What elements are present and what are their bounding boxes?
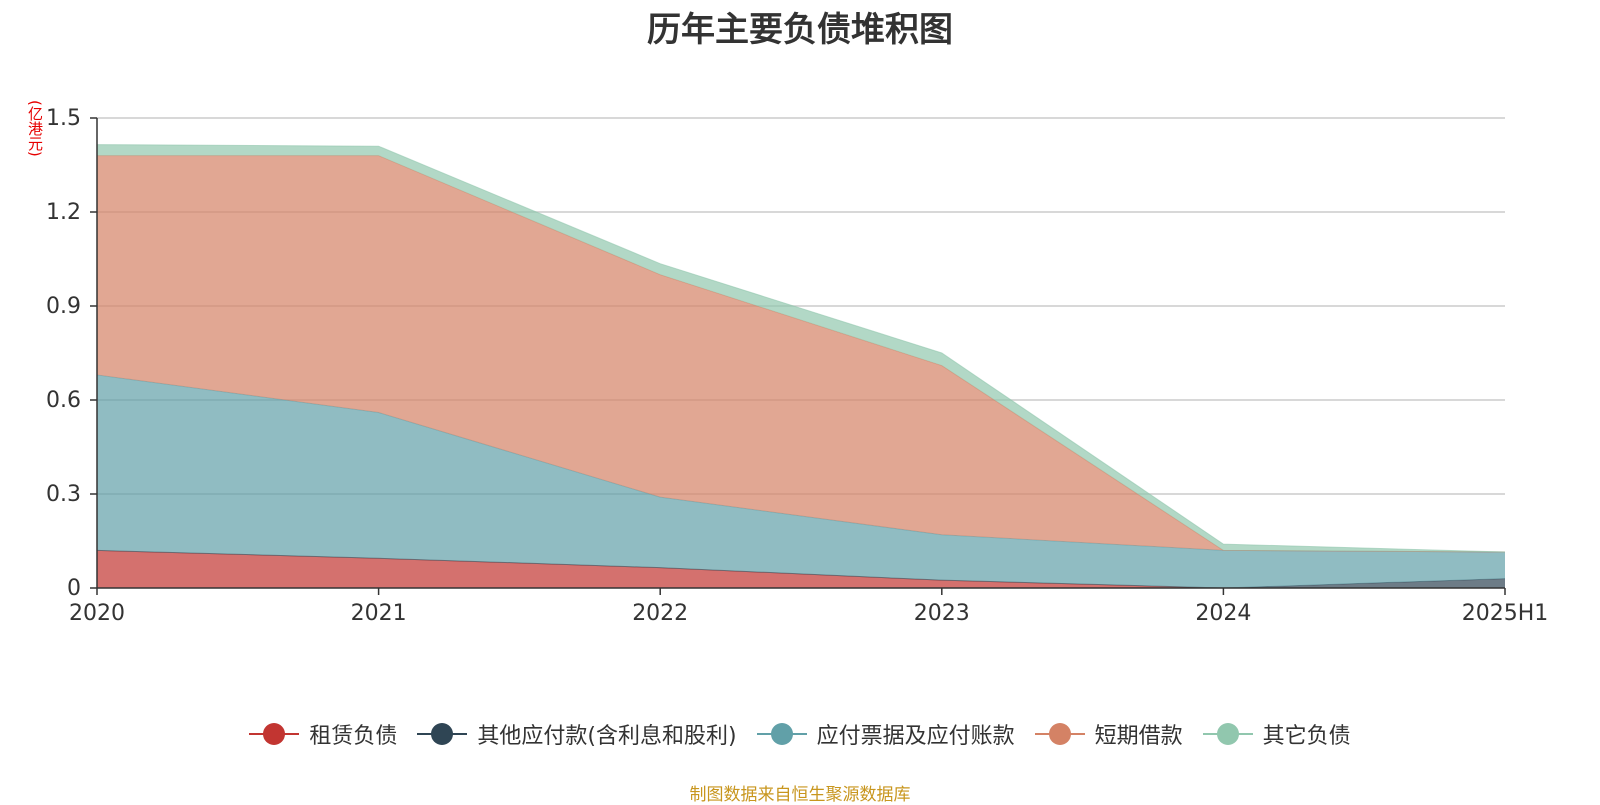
legend-item[interactable]: 租赁负债 <box>249 718 397 750</box>
x-tick-label: 2022 <box>632 601 688 626</box>
legend-item[interactable]: 其它负债 <box>1202 718 1351 750</box>
y-tick-label: 0.6 <box>46 388 81 413</box>
y-tick-label: 1.5 <box>46 106 81 131</box>
legend-marker-icon <box>1202 722 1253 746</box>
chart-title: 历年主要负债堆积图 <box>647 10 953 50</box>
legend-item[interactable]: 应付票据及应付账款 <box>756 718 1015 750</box>
y-tick-label: 1.2 <box>46 200 81 225</box>
legend-item[interactable]: 其他应付款(含利息和股利) <box>417 718 737 750</box>
legend-label: 其他应付款(含利息和股利) <box>477 724 737 749</box>
y-tick-label: 0.3 <box>46 482 81 507</box>
x-tick-label: 2023 <box>914 601 970 626</box>
area-series-5-line <box>96 144 1506 553</box>
x-tick-label: 2020 <box>69 601 125 626</box>
legend-marker-icon <box>249 722 300 746</box>
legend: 租赁负债 其他应付款(含利息和股利) 应付票据及应付账款 短期借款 其它负债 <box>0 718 1600 750</box>
x-tick-label: 2025H1 <box>1462 601 1549 626</box>
legend-label: 其它负债 <box>1262 724 1351 749</box>
y-tick-label: 0 <box>67 576 81 601</box>
legend-marker-icon <box>417 722 468 746</box>
legend-label: 短期借款 <box>1094 724 1183 749</box>
legend-label: 租赁负债 <box>309 724 398 749</box>
x-tick-label: 2021 <box>351 601 407 626</box>
area-series-2 <box>97 550 1505 588</box>
legend-label: 应付票据及应付账款 <box>816 724 1015 749</box>
area-series-3 <box>97 374 1505 588</box>
legend-marker-icon <box>1034 722 1085 746</box>
area-series-4 <box>97 155 1505 552</box>
x-tick-label: 2024 <box>1195 601 1251 626</box>
legend-marker-icon <box>756 722 807 746</box>
data-source-note: 制图数据来自恒生聚源数据库 <box>689 785 911 805</box>
area-series-1 <box>97 550 1505 588</box>
y-axis-unit-label: (亿港元) <box>26 100 44 157</box>
y-tick-label: 0.9 <box>46 294 81 319</box>
legend-item[interactable]: 短期借款 <box>1034 718 1183 750</box>
